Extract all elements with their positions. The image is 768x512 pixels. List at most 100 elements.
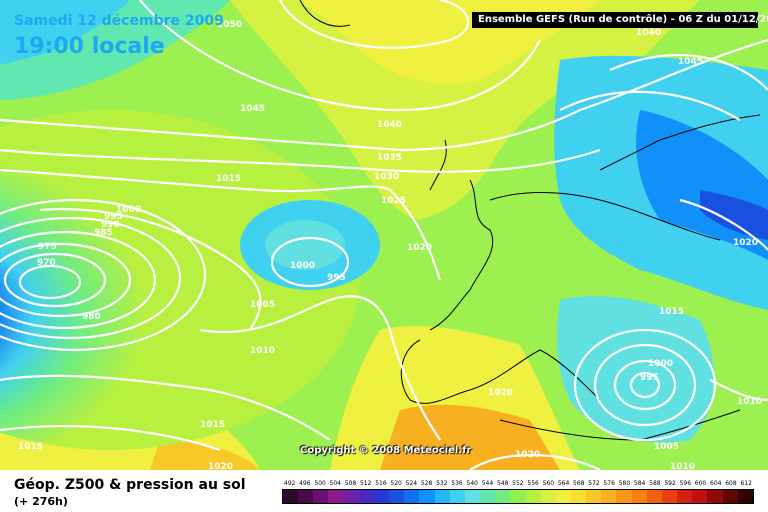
scale-swatch [358, 490, 374, 503]
isobar-label: 1020 [208, 462, 233, 470]
trough-east-core [700, 190, 768, 240]
isobar-label: 1005 [250, 300, 275, 310]
isobar-label: 990 [101, 220, 120, 230]
scale-label: 540 [466, 480, 478, 487]
scale-label: 556 [527, 480, 539, 487]
isobar-label: 1020 [515, 450, 540, 460]
isobar-label: 1040 [636, 28, 661, 38]
isobar-label: 1040 [377, 120, 402, 130]
scale-swatch [692, 490, 708, 503]
isobar-label: 1030 [374, 172, 399, 182]
scale-label: 492 [283, 480, 296, 487]
scale-label: 524 [405, 480, 418, 487]
scale-label: 588 [649, 480, 661, 487]
scale-swatch [373, 490, 390, 503]
scale-label: 512 [359, 480, 372, 487]
isobar-label: 1015 [200, 420, 225, 430]
scale-label: 604 [710, 480, 722, 487]
isobar-label: 1000 [290, 261, 315, 271]
isobar-label: 1050 [217, 20, 242, 30]
isobar-label: 995 [104, 212, 123, 222]
scale-label: 528 [420, 480, 433, 487]
color-scale-bar [282, 489, 754, 504]
scale-swatch [283, 490, 299, 503]
scale-swatch [404, 490, 420, 503]
scale-label: 584 [633, 480, 646, 487]
isobar-label: 970 [37, 258, 56, 268]
isobar-label: 1015 [18, 442, 43, 452]
scale-swatch [510, 490, 526, 503]
scale-label: 568 [573, 480, 585, 487]
forecast-date: Samedi 12 décembre 2009 [14, 13, 224, 29]
isobar-label: 1010 [737, 397, 762, 407]
ridge-north [230, 0, 700, 220]
copyright: Copyright © 2008 Meteociel.fr [300, 445, 472, 456]
isobar-label: 1020 [488, 388, 513, 398]
scale-swatch [495, 490, 511, 503]
isobar-label: 1010 [670, 462, 695, 470]
scale-label: 544 [481, 480, 494, 487]
scale-swatch [570, 490, 587, 503]
scale-swatch [343, 490, 359, 503]
scale-label: 560 [542, 480, 555, 487]
scale-label: 612 [740, 480, 752, 487]
scale-label: 500 [314, 480, 326, 487]
scale-swatch [464, 490, 481, 503]
scale-swatch [449, 490, 465, 503]
scale-swatch [525, 490, 541, 503]
scale-swatch [434, 490, 450, 503]
isobar-label: 1000 [648, 359, 673, 369]
scale-label: 596 [679, 480, 692, 487]
color-scale-labels: 492 496 500 504 508 512 516 520 524 528 532 536 540 5… [282, 478, 754, 489]
isobar-label: 995 [640, 373, 659, 383]
med-cyan [557, 296, 714, 443]
scale-label: 504 [329, 480, 341, 487]
color-scale: 492 496 500 504 508 512 516 520 524 528 532 536 540 5… [282, 478, 754, 504]
scale-swatch [555, 490, 571, 503]
scale-swatch [677, 490, 693, 503]
scale-swatch [661, 490, 678, 503]
scale-label: 516 [375, 480, 387, 487]
scale-swatch [616, 490, 632, 503]
isobar-label: 1000 [116, 205, 141, 215]
weather-map: 1050 1040 1045 1045 1040 1035 1030 1025 … [0, 0, 768, 470]
scale-swatch [389, 490, 405, 503]
isobar-label: 1045 [240, 104, 265, 114]
low-central-inner [265, 220, 345, 270]
isobar-label: 1010 [250, 346, 275, 356]
isobar-label: 1015 [216, 174, 241, 184]
scale-swatch [540, 490, 556, 503]
isobar-label: 1020 [733, 238, 758, 248]
scale-label: 592 [664, 480, 676, 487]
scale-label: 572 [588, 480, 600, 487]
isobar-label: 995 [327, 273, 346, 283]
isobars [0, 0, 768, 470]
isobar-label: 980 [82, 312, 101, 322]
run-info: Ensemble GEFS (Run de contrôle) - 06 Z d… [472, 12, 768, 28]
scale-swatch [328, 490, 344, 503]
scale-label: 580 [618, 480, 631, 487]
scale-label: 496 [299, 480, 311, 487]
scale-label: 520 [390, 480, 402, 487]
scale-label: 532 [436, 480, 448, 487]
scale-label: 552 [512, 480, 524, 487]
scale-label: 548 [496, 480, 509, 487]
isobar-label: 985 [94, 228, 113, 238]
forecast-lead: (+ 276h) [14, 495, 68, 508]
scale-swatch [586, 490, 602, 503]
map-title: Géop. Z500 & pression au sol [14, 477, 246, 493]
isobar-labels: 1050 1040 1045 1045 1040 1035 1030 1025 … [18, 20, 762, 470]
scale-label: 508 [344, 480, 357, 487]
isobar-label: 1035 [377, 153, 402, 163]
scale-swatch [601, 490, 617, 503]
scale-swatch [722, 490, 738, 503]
isobar-label: 1015 [659, 307, 684, 317]
scale-swatch [737, 490, 753, 503]
ridge-south-orange [380, 404, 560, 470]
isobar-label: 1045 [678, 57, 703, 67]
scale-swatch [480, 490, 496, 503]
scale-label: 564 [557, 480, 570, 487]
isobar-label: 1005 [654, 442, 679, 452]
scale-label: 536 [451, 480, 463, 487]
forecast-time: 19:00 locale [14, 34, 165, 59]
